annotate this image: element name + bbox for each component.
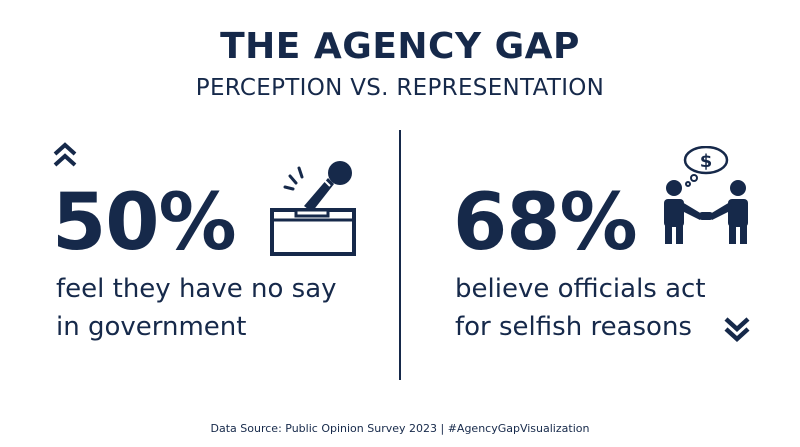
page-title: THE AGENCY GAP	[220, 26, 580, 67]
chevron-down-icon	[724, 317, 750, 343]
description-line: feel they have no say	[56, 274, 337, 304]
stat-description-selfish-reasons: believe officials act for selfish reason…	[455, 270, 755, 346]
dollar-sign: $	[700, 151, 713, 172]
data-source-footer: Data Source: Public Opinion Survey 2023 …	[210, 422, 590, 435]
stat-value-no-say: 50%	[52, 178, 237, 268]
chevron-up-icon	[53, 142, 77, 167]
handshake-money-thought-icon: $	[664, 146, 748, 244]
page-subtitle: PERCEPTION VS. REPRESENTATION	[195, 75, 605, 101]
vertical-divider	[399, 130, 401, 380]
stat-value-selfish-reasons: 68%	[453, 178, 638, 268]
description-line: for selfish reasons	[455, 312, 692, 342]
ballot-box-microphone-icon	[270, 161, 356, 256]
description-line: in government	[56, 312, 247, 342]
stat-description-no-say: feel they have no say in government	[56, 270, 386, 346]
description-line: believe officials act	[455, 274, 706, 304]
